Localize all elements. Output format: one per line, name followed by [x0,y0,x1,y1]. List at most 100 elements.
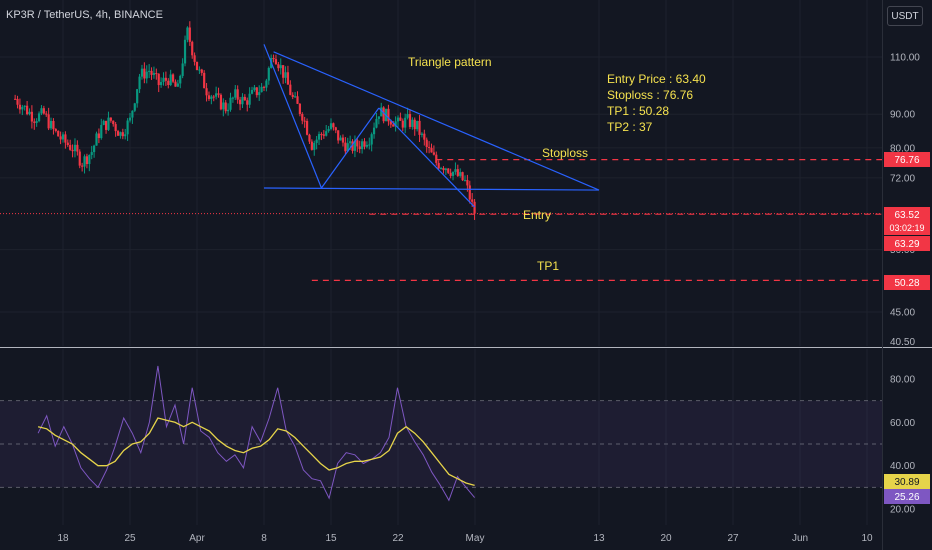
candle-body [262,86,266,88]
rsi-axis[interactable]: 80.00 60.00 40.00 20.00 [890,375,915,516]
symbol-title[interactable]: KP3R / TetherUS, 4h, BINANCE [6,9,163,21]
rsi-band-background [0,400,882,488]
candle-body [253,87,256,90]
candle-body [291,94,294,97]
candle-body [394,121,397,127]
candle-body [375,118,378,128]
candle-body [176,83,179,87]
candle-body [430,147,433,153]
candle-body [286,72,290,85]
candle-body [416,120,419,130]
currency-button[interactable]: USDT [887,6,923,26]
price-tick-label: 45.00 [890,308,915,319]
candle-body [413,119,416,130]
candle-body [193,55,196,62]
candle-body [49,120,53,129]
candle-body [363,141,366,147]
trendline[interactable] [273,51,600,191]
candle-body [351,141,354,151]
candle-body [162,77,165,82]
bar-countdown-text: 03:02:19 [889,223,924,233]
time-tick-label: 27 [727,533,739,544]
candle-body [463,179,467,181]
candle-body [116,131,120,136]
candle-body [157,73,160,86]
candle-body [42,108,45,114]
candle-body [195,61,199,70]
last-price-text: 63.52 [894,210,919,221]
candle-body [88,155,91,165]
candle-body [317,134,321,140]
candle-body [437,162,440,169]
candle-body [298,103,301,114]
candle-body [305,121,309,135]
candle-body [16,98,19,105]
candle-body [155,73,158,75]
triangle-pattern-label: Triangle pattern [408,55,492,69]
candle-body [21,106,24,110]
candle-body [215,93,218,97]
trendline[interactable] [378,107,476,208]
candle-body [76,144,79,152]
candle-body [224,102,227,112]
time-tick-label: 10 [861,533,873,544]
candle-body [97,133,100,139]
candle-body [408,114,412,127]
candle-body [365,144,368,147]
candle-body [26,105,29,115]
candle-body [78,151,81,166]
candle-body [265,80,268,88]
candle-body [14,98,17,100]
candle-body [468,185,471,200]
candle-body [231,97,234,99]
trendline[interactable] [263,187,600,191]
candle-body [164,77,167,81]
candle-body [83,156,86,167]
rsi-tick-label: 20.00 [890,505,915,516]
time-tick-label: 20 [660,533,672,544]
trendline[interactable] [320,107,380,189]
rsi-ma-badge [884,474,930,489]
triangle-trendlines[interactable] [263,44,600,208]
candle-body [238,99,242,105]
candle-body [90,152,93,156]
candle-body [274,59,278,65]
trendline[interactable] [263,44,322,189]
candle-body [341,137,345,143]
candle-body [294,96,297,98]
candle-body [54,129,57,131]
low-price-text: 63.29 [894,239,919,250]
candle-body [456,169,459,176]
candle-body [370,134,373,145]
candle-body [372,127,376,135]
rsi-tick-label: 60.00 [890,418,915,429]
candle-body [37,113,41,122]
candle-body [425,139,428,147]
candle-body [81,165,84,167]
time-tick-label: Jun [792,533,808,544]
candle-body [411,119,414,127]
candle-body [447,168,450,173]
candle-body [358,146,361,150]
candle-body [222,102,225,110]
candle-body [459,172,462,176]
trade-plan-line: Stoploss : 76.76 [607,88,693,102]
candle-body [119,132,122,136]
candle-body [95,133,98,146]
candle-body [399,117,402,121]
candle-body [57,130,60,137]
candle-body [18,104,22,110]
time-tick-label: Apr [189,533,205,544]
time-axis[interactable]: 18 25 Apr 8 15 22 May 13 20 27 Jun 10 [57,533,873,544]
candle-body [150,70,153,75]
candle-body [339,137,342,141]
candle-body [377,116,380,119]
price-tick-label: 40.50 [890,337,915,348]
stoploss-price-badge [884,152,930,167]
candle-body [174,81,177,87]
candle-body [66,142,69,146]
candle-body [131,110,134,118]
candle-body [449,172,452,176]
candle-body [186,27,189,40]
